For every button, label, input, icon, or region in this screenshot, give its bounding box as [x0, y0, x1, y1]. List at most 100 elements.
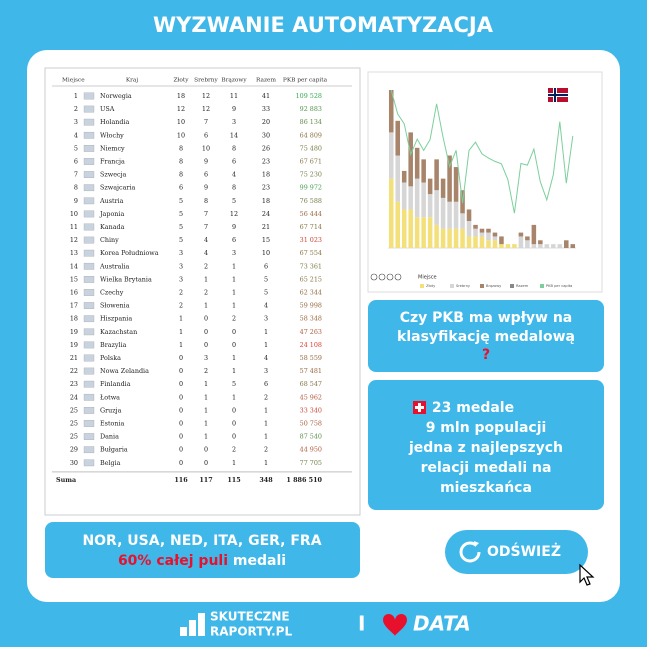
cell-number: 10 [177, 131, 185, 139]
cell-number: 14 [230, 131, 238, 139]
cell-gdp: 57 481 [300, 367, 322, 375]
legend-label: Brązowy [486, 284, 502, 288]
flag [83, 380, 95, 388]
cell-country: Polska [100, 354, 121, 362]
cell-rank: 17 [70, 302, 78, 310]
bar-segment [473, 224, 478, 229]
cell-country: Słowenia [100, 302, 130, 310]
cell-gdp: 68 547 [300, 380, 322, 388]
cell-number: 1 [264, 459, 268, 467]
cell-gdp: 64 809 [300, 131, 322, 139]
cell-number: 10 [202, 144, 210, 152]
total-cell: 116 [174, 476, 188, 484]
flag [83, 262, 95, 270]
cell-number: 0 [179, 459, 183, 467]
bar-segment [434, 224, 439, 248]
cell-number: 1 [204, 393, 208, 401]
total-cell: 115 [227, 476, 240, 484]
cell-rank: 13 [70, 249, 78, 257]
cell-gdp: 75 230 [300, 171, 322, 179]
cell-number: 1 [179, 341, 183, 349]
column-header: Kraj [126, 78, 139, 84]
cell-rank: 21 [70, 354, 78, 362]
cell-number: 2 [204, 289, 208, 297]
cell-number: 5 [232, 197, 236, 205]
bar-segment [486, 232, 491, 241]
cell-number: 0 [179, 393, 183, 401]
bar-segment [518, 232, 524, 237]
cell-number: 1 [204, 275, 208, 283]
cell-rank: 7 [74, 171, 78, 179]
cell-number: 6 [264, 380, 268, 388]
cell-country: Korea Południowa [100, 249, 159, 257]
legend-label: Złoty [426, 284, 436, 288]
cell-number: 12 [202, 92, 210, 100]
cell-rank: 25 [70, 420, 78, 428]
cell-rank: 6 [74, 158, 78, 166]
highlight-line: 9 mln populacji [426, 420, 547, 436]
cell-country: Finlandia [100, 380, 131, 388]
cell-country: USA [100, 105, 115, 113]
cell-number: 6 [204, 131, 208, 139]
cell-number: 0 [232, 420, 236, 428]
legend-swatch [540, 284, 544, 288]
refresh-button[interactable]: ODŚWIEŻ [445, 530, 595, 586]
cell-number: 1 [264, 433, 268, 441]
cell-gdp: 24 108 [300, 341, 322, 349]
cell-number: 1 [232, 354, 236, 362]
bar-segment [499, 236, 504, 245]
cell-number: 18 [262, 171, 270, 179]
bar-segment [447, 155, 452, 202]
cell-number: 0 [204, 341, 208, 349]
bar-segment [531, 224, 537, 245]
cell-number: 3 [179, 249, 183, 257]
cell-number: 2 [179, 302, 183, 310]
logo-icon [180, 613, 205, 636]
cell-rank: 12 [70, 236, 78, 244]
cell-gdp: 77 705 [300, 459, 322, 467]
cell-gdp: 50 758 [300, 420, 322, 428]
bar-segment [479, 232, 485, 237]
bar-segment [453, 167, 459, 202]
cell-number: 0 [232, 406, 236, 414]
bar-segment [408, 186, 413, 210]
cell-rank: 8 [74, 184, 78, 192]
cell-gdp: 56 444 [300, 210, 322, 218]
cell-country: Francja [100, 158, 125, 166]
slogan: I [358, 612, 365, 636]
cell-number: 5 [179, 197, 183, 205]
cell-rank: 15 [70, 275, 78, 283]
bar-segment [395, 155, 400, 202]
cell-number: 1 [264, 341, 268, 349]
cell-number: 9 [232, 105, 236, 113]
cell-number: 5 [179, 236, 183, 244]
cell-number: 0 [204, 328, 208, 336]
flag [83, 420, 95, 427]
cell-number: 1 [232, 393, 236, 401]
flag [83, 446, 95, 454]
cell-number: 4 [204, 236, 208, 244]
flag [83, 315, 95, 323]
cell-number: 2 [232, 315, 236, 323]
cell-number: 5 [232, 380, 236, 388]
cell-gdp: 87 540 [300, 433, 322, 441]
cell-number: 1 [204, 380, 208, 388]
cell-gdp: 73 361 [300, 262, 322, 270]
cell-number: 21 [262, 223, 270, 231]
cell-country: Szwecja [100, 171, 127, 179]
bar-segment [492, 232, 498, 237]
chart: Miejsce Złoty Srebrny Brązowy Razem PKB per c… [370, 89, 576, 288]
bar-segment [388, 132, 394, 179]
cell-number: 1 [232, 262, 236, 270]
bar-segment [421, 217, 426, 248]
cell-number: 1 [264, 328, 268, 336]
flag [83, 302, 95, 309]
bar-segment [460, 213, 465, 229]
cell-country: Łotwa [100, 393, 120, 401]
cell-rank: 18 [70, 315, 78, 323]
summary-share: 60% całej puli [118, 553, 228, 569]
button-label[interactable]: ODŚWIEŻ [487, 542, 561, 560]
flag [83, 184, 95, 192]
cell-number: 0 [232, 328, 236, 336]
